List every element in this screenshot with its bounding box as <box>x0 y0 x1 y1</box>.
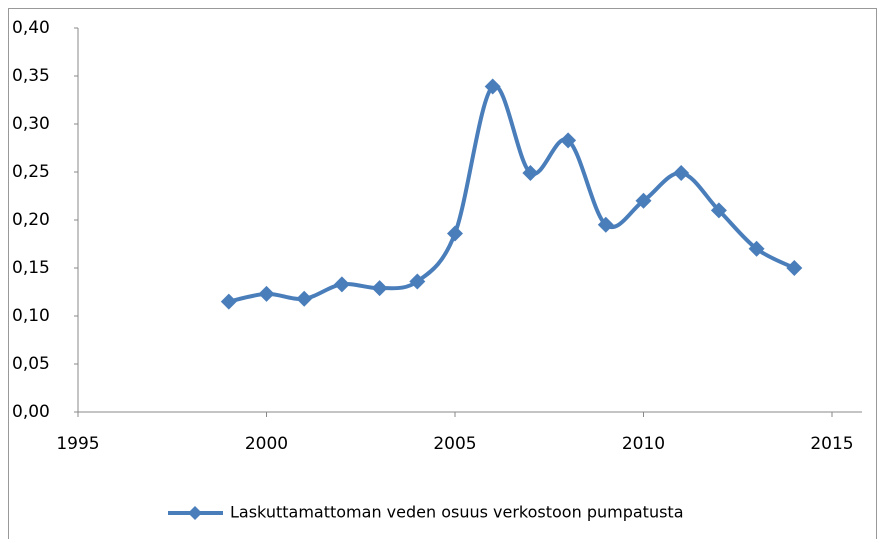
marker <box>258 285 275 302</box>
marker <box>333 276 350 293</box>
marker <box>748 240 765 257</box>
marker <box>296 290 313 307</box>
legend-marker <box>188 506 202 520</box>
x-tick-label: 2015 <box>810 434 853 454</box>
marker <box>597 216 614 233</box>
marker <box>409 273 426 290</box>
x-tick-label: 2005 <box>433 434 476 454</box>
marker <box>710 202 727 219</box>
x-tick-label: 2000 <box>245 434 288 454</box>
y-tick-label: 0,15 <box>12 258 50 278</box>
y-tick-label: 0,05 <box>12 354 50 374</box>
y-tick-label: 0,20 <box>12 210 50 230</box>
marker <box>635 192 652 209</box>
marker <box>447 225 463 242</box>
marker <box>220 293 237 310</box>
y-tick-label: 0,10 <box>12 306 50 326</box>
legend-label: Laskuttamattoman veden osuus verkostoon … <box>230 503 684 522</box>
chart-border <box>8 8 877 543</box>
marker <box>786 260 803 276</box>
x-tick-label: 1995 <box>56 434 99 454</box>
y-tick-label: 0,25 <box>12 162 50 182</box>
y-tick-label: 0,35 <box>12 66 50 86</box>
marker <box>522 164 539 181</box>
y-tick-label: 0,40 <box>12 18 50 38</box>
x-tick-label: 2010 <box>622 434 665 454</box>
marker <box>371 280 388 297</box>
marker <box>484 78 501 95</box>
series-line <box>228 84 796 304</box>
marker <box>673 164 690 181</box>
marker <box>560 132 577 149</box>
y-tick-label: 0,30 <box>12 114 50 134</box>
y-tick-label: 0,00 <box>12 402 50 422</box>
